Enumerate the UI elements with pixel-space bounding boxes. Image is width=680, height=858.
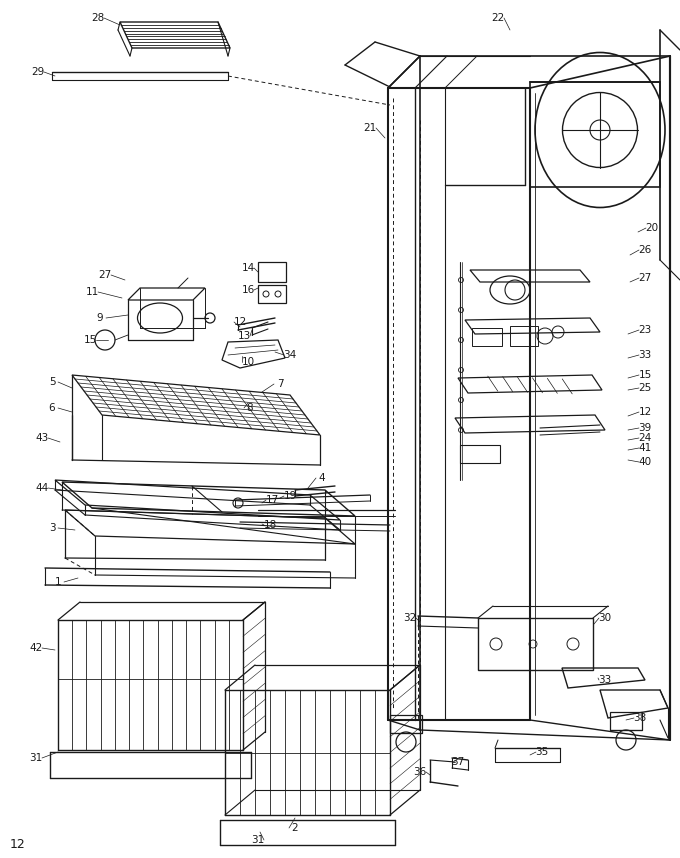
Text: 8: 8: [247, 403, 254, 413]
Text: 41: 41: [639, 443, 651, 453]
Text: 42: 42: [29, 643, 43, 653]
Text: 4: 4: [319, 473, 325, 483]
Bar: [478, 618, 593, 670]
Bar: [258, 285, 286, 303]
Text: 44: 44: [35, 483, 49, 493]
Text: 18: 18: [263, 520, 277, 530]
Text: 28: 28: [91, 13, 105, 23]
Text: 31: 31: [29, 753, 43, 763]
Text: 21: 21: [363, 123, 377, 133]
Text: 24: 24: [639, 433, 651, 443]
Text: 12: 12: [10, 838, 26, 851]
Text: 3: 3: [49, 523, 55, 533]
Text: 13: 13: [237, 331, 251, 341]
Text: 29: 29: [31, 67, 45, 77]
Text: 37: 37: [452, 757, 464, 767]
Bar: [390, 715, 422, 733]
Text: 30: 30: [598, 613, 611, 623]
Text: 32: 32: [403, 613, 417, 623]
Bar: [460, 445, 500, 463]
Text: 33: 33: [639, 350, 651, 360]
Bar: [472, 328, 502, 346]
Text: 31: 31: [252, 835, 265, 845]
Bar: [610, 712, 642, 730]
Text: 10: 10: [241, 357, 254, 367]
Text: 16: 16: [241, 285, 254, 295]
Text: 20: 20: [645, 223, 658, 233]
Text: 5: 5: [49, 377, 55, 387]
Text: 12: 12: [639, 407, 651, 417]
Text: 40: 40: [639, 457, 651, 467]
Text: 33: 33: [598, 675, 611, 685]
Text: 39: 39: [639, 423, 651, 433]
Text: 34: 34: [284, 350, 296, 360]
Bar: [510, 326, 538, 346]
Text: 1: 1: [54, 577, 61, 587]
Text: 11: 11: [86, 287, 99, 297]
Text: 17: 17: [265, 495, 279, 505]
Text: 15: 15: [639, 370, 651, 380]
Text: 23: 23: [639, 325, 651, 335]
Text: 2: 2: [292, 823, 299, 833]
Text: 19: 19: [284, 491, 296, 501]
Text: 38: 38: [633, 713, 647, 723]
Text: 43: 43: [35, 433, 49, 443]
Text: 6: 6: [49, 403, 55, 413]
Text: 27: 27: [639, 273, 651, 283]
Text: 22: 22: [492, 13, 505, 23]
Text: 36: 36: [413, 767, 426, 777]
Text: 7: 7: [277, 379, 284, 389]
Text: 27: 27: [99, 270, 112, 280]
Text: 12: 12: [233, 317, 247, 327]
Text: 9: 9: [97, 313, 103, 323]
Bar: [530, 82, 660, 187]
Bar: [258, 262, 286, 282]
Text: 25: 25: [639, 383, 651, 393]
Text: 14: 14: [241, 263, 254, 273]
Text: 15: 15: [84, 335, 97, 345]
Text: 26: 26: [639, 245, 651, 255]
Text: 35: 35: [535, 747, 549, 757]
